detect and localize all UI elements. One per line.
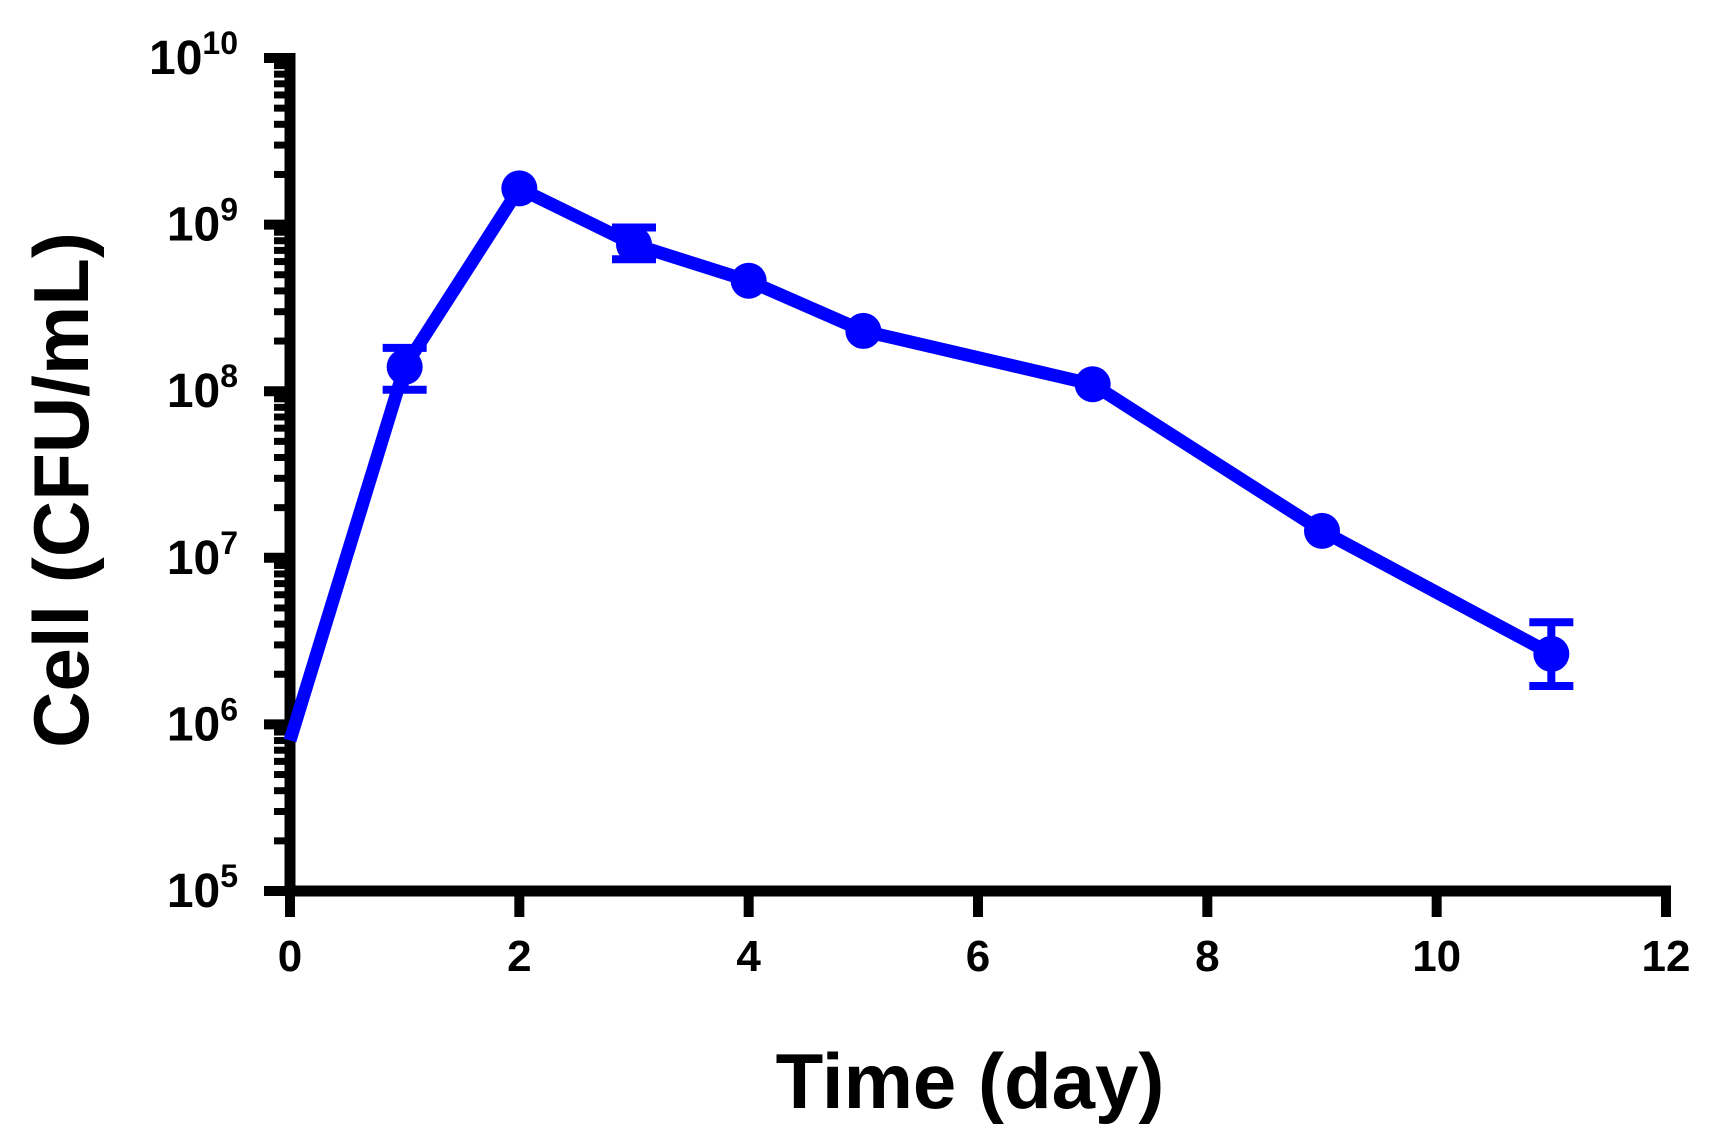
series: [283, 170, 1574, 743]
x-axis-title: Time (day): [776, 1037, 1165, 1125]
x-tick-label: 12: [1642, 932, 1691, 981]
y-tick-label: 1010: [149, 25, 238, 85]
axes: [284, 53, 1671, 897]
y-tick-label: 107: [167, 525, 238, 585]
data-point: [1304, 512, 1340, 549]
x-tick-label: 4: [736, 932, 761, 981]
y-tick-label: 105: [167, 858, 238, 918]
y-axis-title: Cell (CFU/mL): [17, 232, 105, 748]
x-tick-label: 2: [507, 932, 531, 981]
x-tick-label: 10: [1412, 932, 1461, 981]
ticks: 0 2 4 6 8 10 12 105 106 107 108 109 1010: [149, 25, 1690, 981]
series-line: [283, 181, 1555, 743]
data-point: [845, 312, 882, 349]
data-point: [1533, 635, 1570, 672]
x-tick-label: 0: [278, 932, 302, 981]
data-point: [1074, 366, 1111, 403]
x-tick-label: 6: [966, 932, 990, 981]
x-tick-label: 8: [1195, 932, 1219, 981]
data-point: [730, 262, 767, 299]
y-tick-label: 106: [167, 691, 238, 751]
data-point: [386, 348, 423, 385]
data-point: [616, 226, 652, 263]
data-point: [501, 170, 538, 207]
y-tick-label: 108: [167, 358, 238, 418]
y-tick-label: 109: [167, 192, 238, 252]
